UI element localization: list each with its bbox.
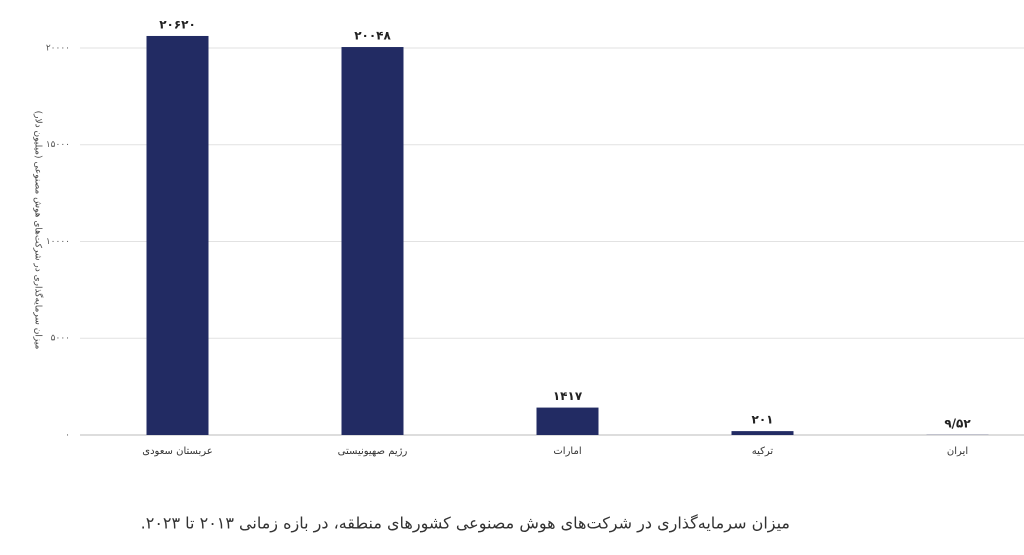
caption: میزان سرمایه‌گذاری در شرکت‌های هوش مصنوع… xyxy=(141,514,790,534)
bar xyxy=(146,35,209,435)
value-label: ۹/۵۲ xyxy=(944,416,971,430)
x-tick-label: عربستان سعودی xyxy=(142,446,212,457)
y-axis-label: میزان سرمایه‌گذاری در شرکت‌های هوش مصنوع… xyxy=(33,111,45,350)
value-label: ۱۴۱۷ xyxy=(553,389,583,403)
y-tick-label: ۱۰۰۰۰ xyxy=(46,237,70,247)
y-tick-label: ۲۰۰۰۰ xyxy=(46,43,70,53)
y-tick-label: ۵۰۰۰ xyxy=(51,334,70,344)
bar xyxy=(536,407,599,435)
x-tick-label: امارات xyxy=(553,446,581,457)
y-tick-label: ۰ xyxy=(65,431,70,441)
x-tick-label: ایران xyxy=(947,446,968,457)
x-tick-label: ترکیه xyxy=(752,446,774,457)
bar xyxy=(341,47,404,436)
x-tick-label: رژیم صهیونیستی xyxy=(338,446,408,457)
value-label: ۲۰۶۲۰ xyxy=(159,17,196,31)
y-tick-label: ۱۵۰۰۰ xyxy=(46,140,70,150)
value-label: ۲۰۱ xyxy=(752,413,774,427)
bar xyxy=(731,431,794,435)
value-label: ۲۰۰۴۸ xyxy=(354,29,391,43)
